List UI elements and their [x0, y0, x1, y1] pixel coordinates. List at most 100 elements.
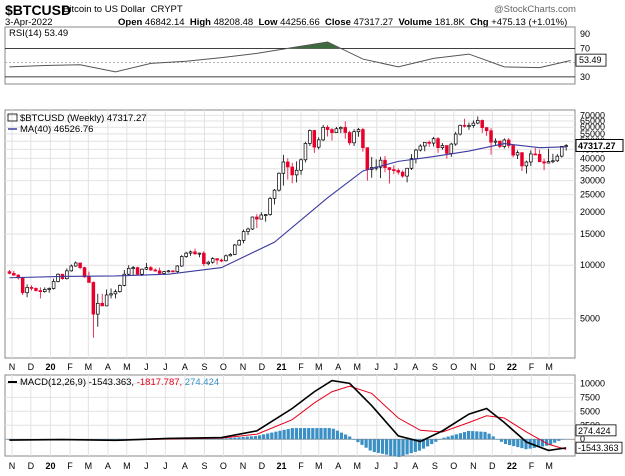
candle-down	[330, 129, 334, 133]
macd-x-tick-label: J	[393, 461, 398, 471]
candle-down	[365, 147, 370, 170]
candle-up	[47, 288, 51, 290]
macd-histogram-bar	[298, 428, 303, 440]
macd-histogram-bar	[557, 439, 561, 441]
macd-histogram-bar	[413, 439, 417, 452]
candle-up	[294, 169, 299, 176]
macd-histogram-bar	[311, 428, 315, 440]
macd-x-tick-label: 21	[276, 461, 286, 471]
candle-up	[184, 252, 188, 257]
candle-up	[131, 267, 135, 269]
macd-histogram-bar	[253, 436, 258, 440]
last-price-label: 47317.27	[578, 141, 616, 151]
ma40-line	[9, 143, 567, 279]
macd-histogram-bar	[315, 428, 319, 440]
macd-histogram-bar	[352, 439, 356, 440]
candle-up	[321, 126, 325, 141]
price-y-tick-label: 10000	[580, 260, 605, 270]
candle-up	[546, 161, 551, 164]
candle-down	[193, 251, 197, 255]
price-x-tick-label: A	[105, 362, 111, 372]
candle-up	[25, 287, 29, 294]
high-value: 48208.48	[213, 17, 254, 28]
macd-histogram-bar	[397, 439, 401, 457]
candle-down	[462, 124, 467, 127]
price-x-tick-label: A	[182, 362, 188, 372]
rsi-y-tick-label: 30	[580, 72, 590, 82]
candle-down	[34, 288, 38, 291]
macd-x-tick-label: S	[432, 461, 438, 471]
macd-histogram-bar	[491, 436, 495, 440]
macd-histogram-bar	[549, 439, 553, 445]
candle-up	[453, 133, 458, 145]
price-x-tick-label: M	[315, 362, 323, 372]
macd-histogram-bar	[462, 432, 467, 440]
macd-histogram-bar	[290, 428, 294, 440]
macd-histogram-bar	[520, 439, 524, 449]
candle-down	[506, 139, 511, 146]
price-x-tick-label: N	[470, 362, 477, 372]
price-x-tick-label: 22	[507, 362, 517, 372]
macd-histogram-bar	[467, 430, 471, 440]
rsi-panel-border	[4, 26, 576, 85]
macd-histogram-bar	[380, 439, 385, 454]
candle-up	[339, 127, 343, 130]
candle-up	[352, 131, 356, 144]
candle-down	[361, 129, 365, 149]
candle-down	[489, 130, 493, 143]
candle-down	[20, 277, 25, 294]
macd-line	[9, 379, 567, 452]
candle-up	[144, 267, 149, 270]
macd-histogram-bar	[212, 438, 217, 440]
macd-histogram-bar	[249, 436, 253, 440]
macd-histogram-bar	[319, 428, 323, 440]
candle-down	[171, 270, 175, 273]
candle-up	[122, 273, 127, 286]
macd-histogram-bar	[544, 439, 549, 446]
candle-up	[308, 130, 312, 144]
macd-histogram-bar	[471, 431, 475, 440]
candle-up	[334, 128, 339, 133]
candle-down	[347, 132, 352, 144]
candle-down	[82, 267, 87, 278]
macd-histogram-bar	[426, 439, 430, 447]
price-y-tick-label: 60000	[580, 122, 605, 132]
candle-up	[356, 129, 361, 133]
candle-down	[537, 153, 542, 163]
macd-histogram-bar	[516, 439, 520, 448]
macd-histogram-bar	[208, 438, 212, 440]
candle-down	[511, 145, 515, 156]
candle-up	[259, 214, 264, 220]
macd-x-tick-label: A	[182, 461, 188, 471]
macd-histogram-bar	[495, 439, 499, 440]
candle-up	[246, 228, 250, 232]
macd-x-tick-label: 20	[45, 461, 55, 471]
price-y-tick-label: 40000	[580, 153, 605, 163]
candle-up	[109, 293, 113, 296]
macd-y-tick-label: 10000	[580, 378, 605, 388]
candle-up	[51, 281, 56, 289]
macd-histogram-bar	[241, 436, 245, 440]
candle-up	[263, 214, 268, 216]
candle-up	[233, 244, 237, 255]
price-x-tick-label: F	[529, 362, 535, 372]
candle-down	[100, 302, 104, 307]
price-x-tick-label: M	[123, 362, 131, 372]
volume-label: Volume	[398, 17, 433, 28]
macd-hist-last-label: 274.424	[578, 426, 611, 436]
copyright-notice: @StockCharts.com	[494, 4, 576, 15]
macd-x-tick-label: D	[259, 461, 266, 471]
candle-down	[427, 141, 431, 144]
price-x-tick-label: O	[450, 362, 457, 372]
candle-up	[418, 145, 423, 151]
macd-histogram-bar	[540, 439, 545, 447]
candle-up	[43, 289, 47, 292]
macd-histogram-bar	[233, 437, 237, 440]
macd-histogram-bar	[307, 428, 311, 440]
candle-up	[524, 161, 529, 167]
macd-y-tick-label: 7500	[580, 392, 600, 402]
price-x-tick-label: N	[240, 362, 247, 372]
candle-down	[135, 267, 140, 275]
macd-legend-part: -1543.363,	[89, 377, 137, 388]
candle-up	[69, 265, 74, 272]
